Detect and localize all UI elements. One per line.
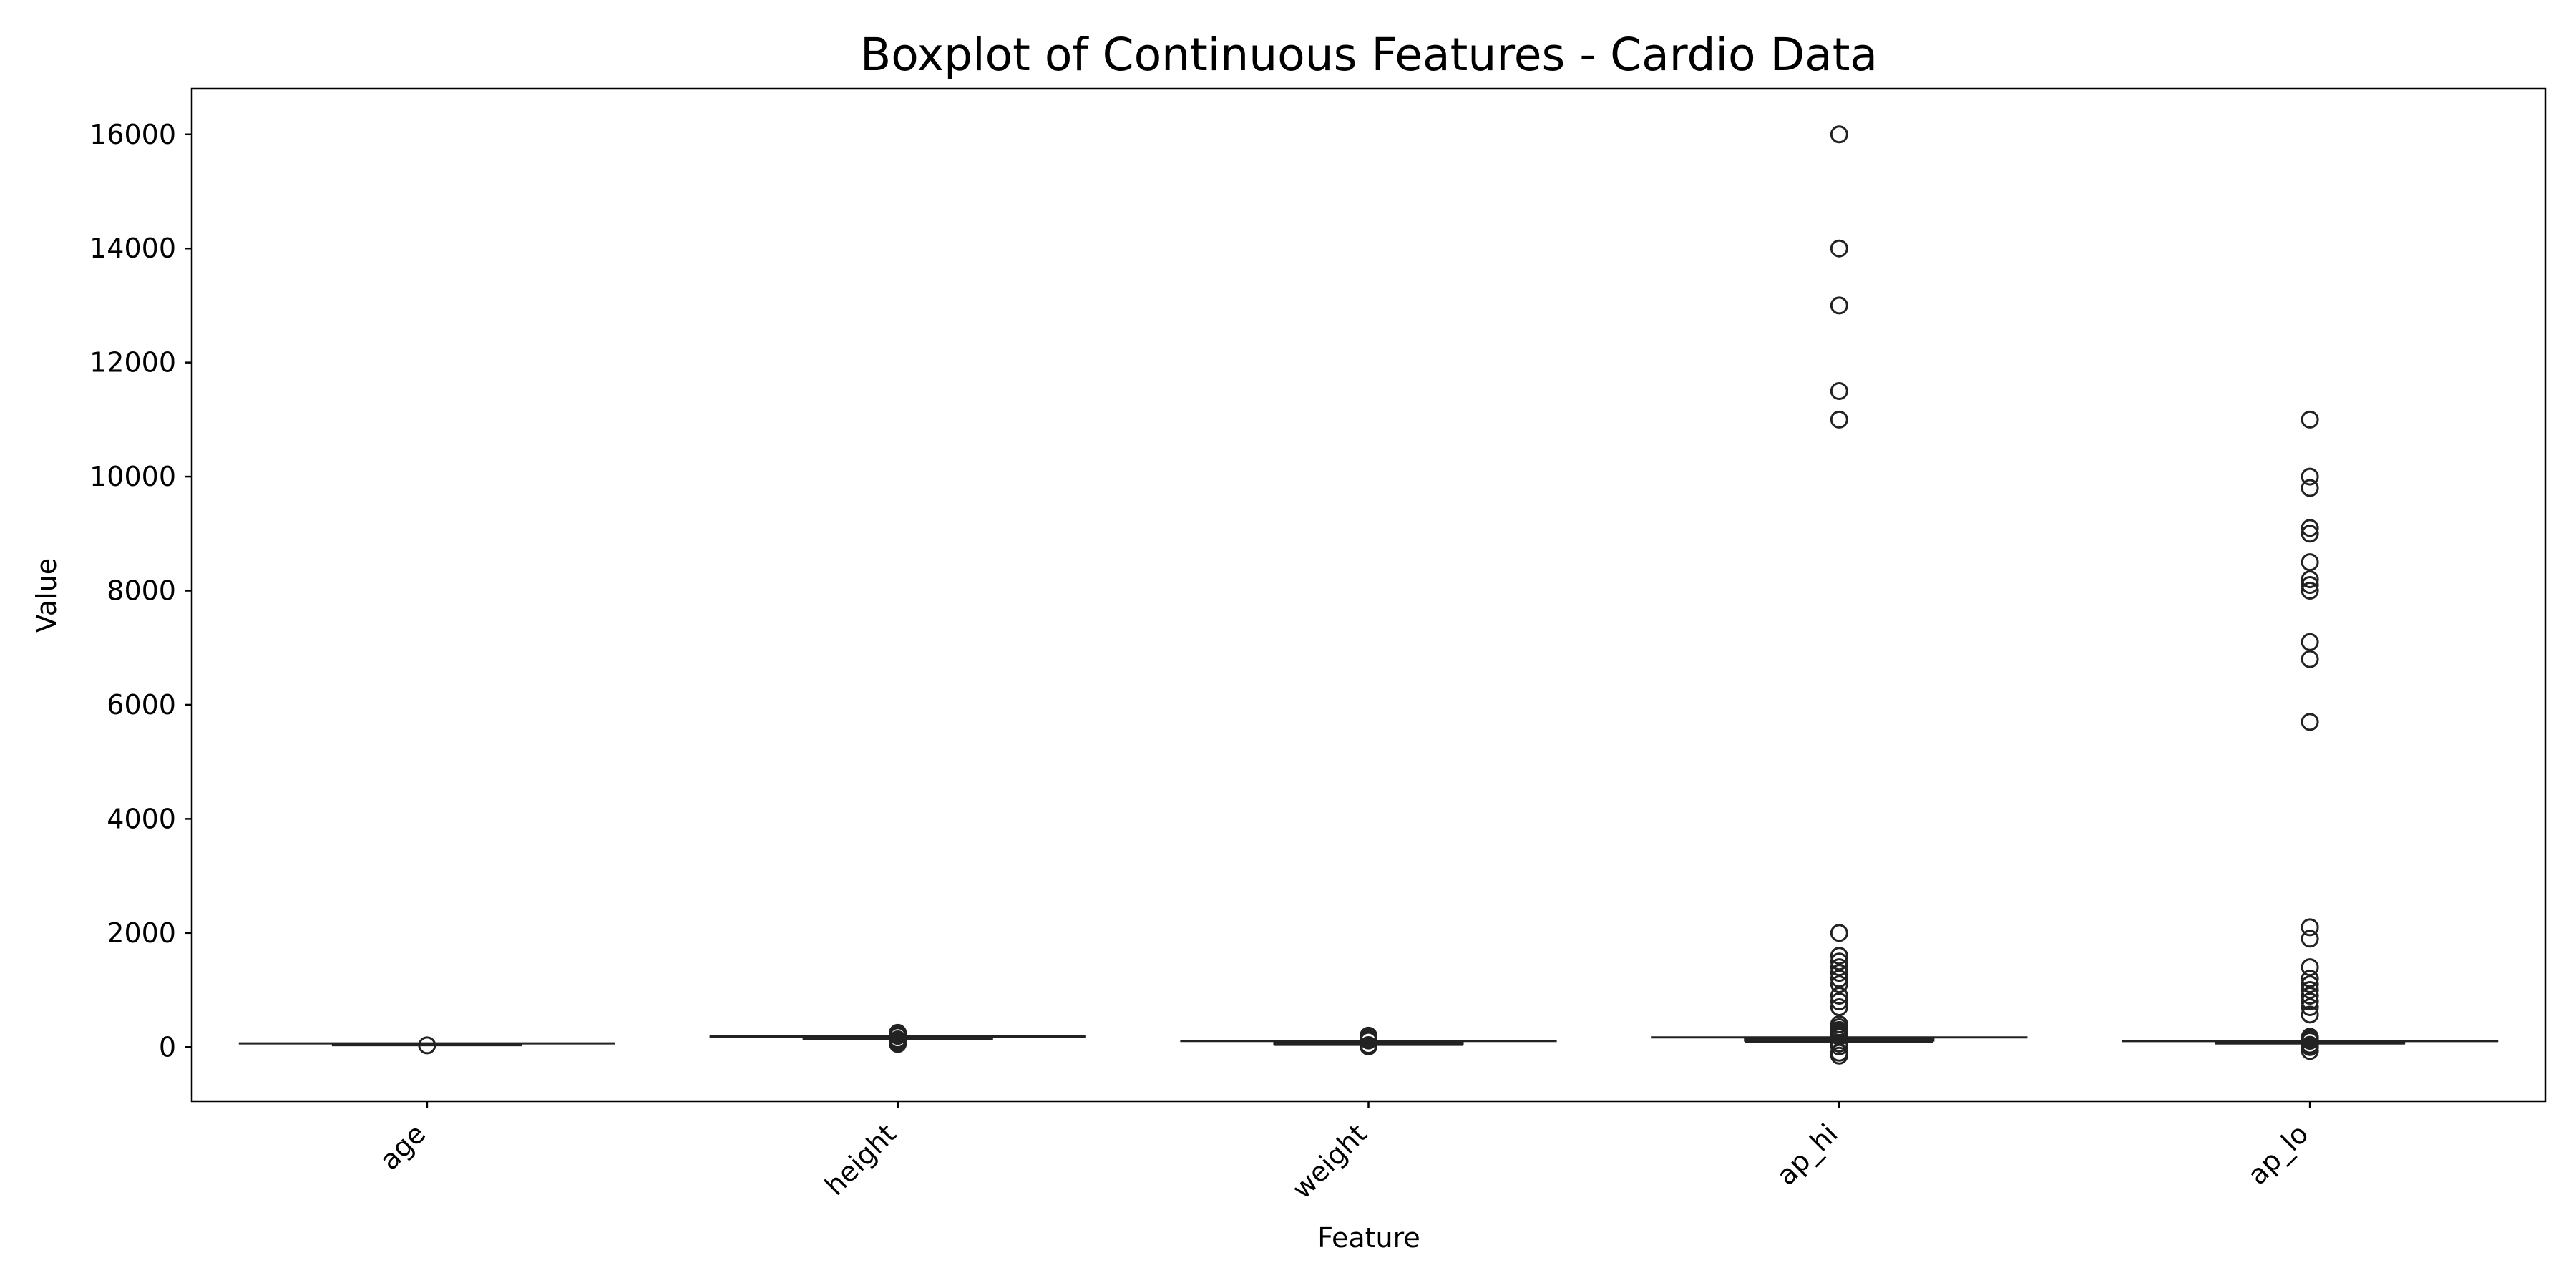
- outlier-point-ap_hi: [1830, 382, 1848, 401]
- outlier-point-ap_lo: [2301, 525, 2319, 543]
- outlier-point-ap_lo: [2301, 1028, 2319, 1046]
- outlier-point-ap_hi: [1830, 239, 1848, 258]
- outlier-point-ap_hi: [1830, 987, 1848, 1005]
- outlier-point-ap_lo: [2301, 987, 2319, 1005]
- y-tick-label: 0: [159, 1031, 176, 1063]
- outlier-point-ap_lo: [2301, 930, 2319, 948]
- outlier-point-ap_lo: [2301, 570, 2319, 589]
- outlier-point-age: [418, 1036, 436, 1055]
- y-tick-label: 6000: [107, 689, 176, 721]
- outlier-point-ap_hi: [1830, 947, 1848, 965]
- outlier-point-ap_hi: [1830, 975, 1848, 994]
- outlier-point-ap_lo: [2301, 410, 2319, 429]
- outlier-point-ap_lo: [2301, 576, 2319, 595]
- y-axis-label: Value: [31, 558, 62, 633]
- outlier-point-ap_hi: [1830, 964, 1848, 982]
- outlier-point-ap_hi: [1830, 952, 1848, 971]
- outlier-point-ap_hi: [1830, 992, 1848, 1010]
- plot-frame: [190, 87, 2547, 1103]
- x-tick-label-ap_lo: ap_lo: [2241, 1118, 2314, 1191]
- outlier-point-ap_lo: [2301, 467, 2319, 486]
- outlier-point-weight: [1360, 1026, 1377, 1045]
- outlier-point-weight: [1360, 1035, 1377, 1054]
- y-tick-label: 12000: [89, 347, 176, 379]
- outlier-point-ap_lo: [2301, 981, 2319, 1000]
- outlier-point-ap_lo: [2301, 650, 2319, 668]
- outlier-point-ap_lo: [2301, 519, 2319, 537]
- outlier-point-ap_lo: [2301, 713, 2319, 731]
- x-axis-label: Feature: [1317, 1222, 1420, 1254]
- outlier-point-ap_hi: [1830, 1015, 1848, 1033]
- outlier-point-ap_hi: [1830, 296, 1848, 315]
- x-tick-label-weight: weight: [1286, 1118, 1373, 1205]
- outlier-point-ap_lo: [2301, 918, 2319, 937]
- outlier-point-ap_lo: [2301, 958, 2319, 977]
- y-tick-label: 4000: [107, 803, 176, 834]
- y-tick-label: 2000: [107, 917, 176, 949]
- outlier-point-ap_lo: [2301, 582, 2319, 600]
- outlier-point-ap_lo: [2301, 975, 2319, 994]
- outlier-point-ap_hi: [1830, 410, 1848, 429]
- plot-area: 0 2000 4000 6000 8000 10000 12000 14000 16000 age…: [89, 87, 2547, 1205]
- outlier-point-ap_hi: [1830, 924, 1848, 942]
- x-tick-label-height: height: [819, 1118, 902, 1201]
- outlier-point-height: [889, 1023, 907, 1042]
- outlier-point-ap_hi: [1830, 125, 1848, 144]
- outlier-point-ap_lo: [2301, 479, 2319, 497]
- y-tick-label: 14000: [89, 233, 176, 264]
- outlier-point-ap_lo: [2301, 553, 2319, 572]
- x-tick-label-ap_hi: ap_hi: [1770, 1118, 1844, 1191]
- y-tick-label: 16000: [89, 119, 176, 150]
- chart-title: Boxplot of Continuous Features - Cardio …: [860, 29, 1878, 81]
- outlier-point-ap_hi: [1830, 958, 1848, 977]
- outlier-point-ap_lo: [2301, 1005, 2319, 1024]
- outlier-point-ap_lo: [2301, 992, 2319, 1010]
- outlier-point-ap_lo: [2301, 997, 2319, 1016]
- y-tick-label: 8000: [107, 575, 176, 607]
- outlier-point-ap_hi: [1830, 970, 1848, 988]
- y-tick-label: 10000: [89, 461, 176, 492]
- outlier-point-ap_lo: [2301, 970, 2319, 988]
- outlier-point-ap_hi: [1830, 997, 1848, 1016]
- outlier-point-ap_lo: [2301, 633, 2319, 651]
- x-tick-label-age: age: [374, 1118, 431, 1176]
